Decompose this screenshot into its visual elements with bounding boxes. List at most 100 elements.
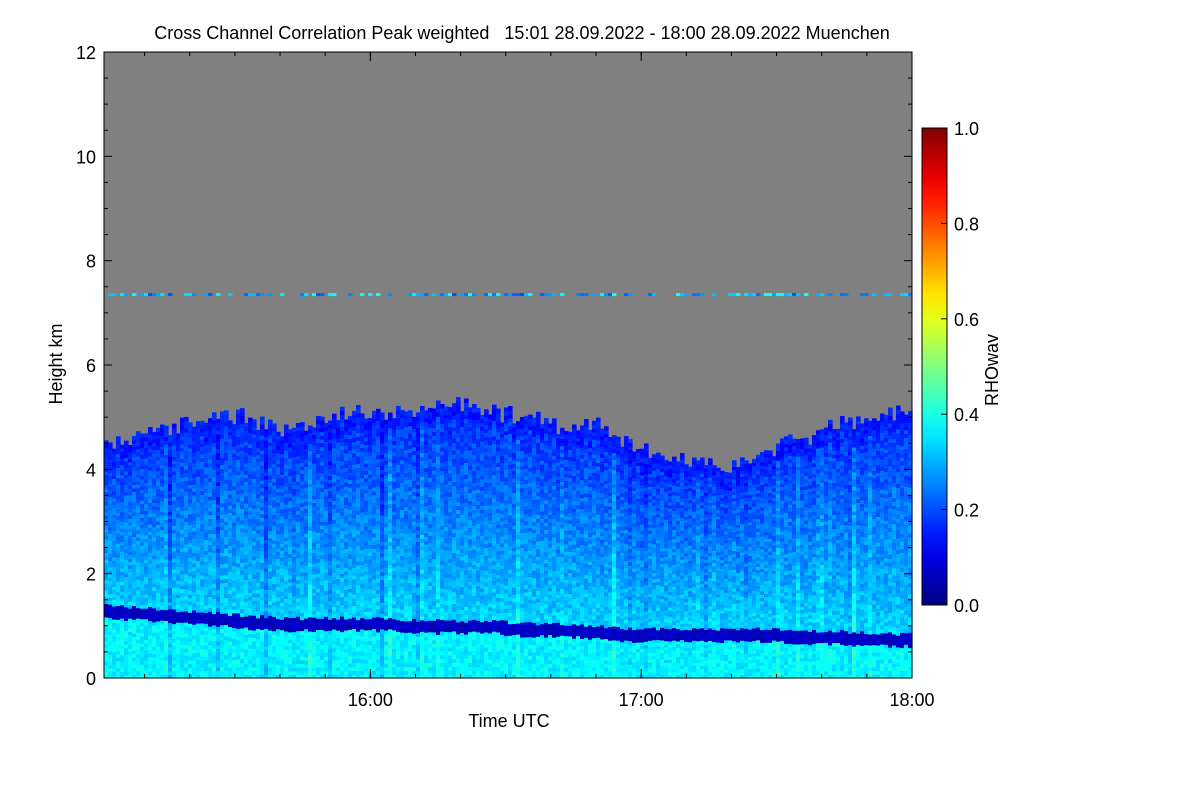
heatmap-cell [116, 488, 121, 493]
heatmap-cell [280, 615, 285, 620]
heatmap-cell [232, 536, 237, 541]
heatmap-cell [108, 671, 113, 676]
heatmap-cell [292, 674, 297, 679]
heatmap-cell [120, 631, 125, 636]
heatmap-cell [296, 626, 301, 632]
heatmap-cell [272, 441, 277, 446]
heatmap-cell [360, 417, 365, 422]
heatmap-cell [208, 533, 213, 538]
heatmap-cell [188, 458, 193, 464]
heatmap-cell [236, 670, 241, 675]
heatmap-cell [116, 443, 121, 448]
heatmap-cell [364, 544, 369, 549]
heatmap-cell [312, 509, 317, 514]
heatmap-cell [216, 626, 221, 631]
heatmap-cell [352, 563, 357, 568]
heatmap-cell [224, 647, 229, 652]
heatmap-cell [236, 478, 241, 483]
heatmap-cell [172, 656, 177, 661]
heatmap-cell [348, 603, 353, 608]
heatmap-cell [376, 601, 381, 606]
heatmap-cell [332, 610, 337, 615]
heatmap-cell [128, 634, 133, 639]
heatmap-cell [240, 624, 245, 629]
heatmap-cell [112, 451, 117, 456]
heatmap-cell [272, 510, 277, 516]
heatmap-cell [228, 622, 233, 628]
heatmap-cell [332, 625, 337, 630]
heatmap-cell [108, 516, 113, 521]
heatmap-cell [304, 610, 309, 616]
heatmap-cell [188, 509, 193, 515]
heatmap-cell [128, 641, 133, 646]
heatmap-cell [324, 484, 329, 490]
heatmap-cell [352, 468, 357, 473]
heatmap-cell [156, 445, 161, 450]
heatmap-cell [240, 539, 245, 544]
heatmap-cell [308, 439, 313, 445]
heatmap-cell [252, 607, 257, 613]
heatmap-cell [260, 468, 265, 474]
heatmap-cell [380, 412, 385, 417]
heatmap-cell [324, 612, 329, 617]
heatmap-cell [300, 466, 305, 471]
heatmap-cell [168, 490, 173, 495]
heatmap-cell [384, 607, 389, 613]
heatmap-cell [108, 627, 113, 632]
heatmap-cell [268, 607, 273, 613]
heatmap-cell [120, 538, 125, 542]
heatmap-cell [356, 514, 361, 519]
heatmap-cell [324, 652, 329, 657]
heatmap-cell [196, 637, 201, 642]
heatmap-cell [344, 533, 349, 539]
heatmap-cell [116, 450, 121, 455]
heatmap-cell [140, 674, 145, 679]
heatmap-cell [192, 606, 197, 611]
heatmap-cell [232, 601, 237, 607]
heatmap-cell [152, 604, 157, 609]
heatmap-cell [160, 529, 165, 534]
heatmap-cell [180, 447, 185, 452]
heatmap-cell [332, 549, 337, 554]
heatmap-cell [284, 649, 289, 654]
heatmap-cell [344, 563, 349, 568]
heatmap-cell [220, 605, 225, 611]
heatmap-cell [204, 532, 209, 537]
heatmap-cell [196, 421, 201, 426]
heatmap-cell [340, 670, 345, 675]
heatmap-cell [364, 470, 369, 475]
heatmap-cell [288, 443, 293, 448]
heatmap-cell [300, 480, 305, 485]
heatmap-cell [340, 519, 345, 524]
heatmap-cell [136, 628, 141, 633]
heatmap-cell [236, 524, 241, 530]
heatmap-cell [324, 437, 329, 442]
heatmap-cell [360, 534, 365, 539]
heatmap-cell [180, 640, 185, 646]
heatmap-cell [320, 465, 325, 470]
heatmap-cell [356, 440, 361, 445]
heatmap-cell [328, 479, 333, 484]
heatmap-cell [320, 633, 325, 638]
heatmap-cell [360, 606, 365, 611]
heatmap-cell [256, 529, 261, 534]
heatmap-cell [108, 661, 113, 666]
heatmap-cell [360, 470, 365, 475]
heatmap-cell [284, 507, 289, 513]
heatmap-cell [248, 596, 253, 601]
heatmap-cell [252, 655, 257, 661]
heatmap-cell [108, 573, 113, 578]
heatmap-cell [384, 500, 389, 506]
heatmap-cell [320, 551, 325, 556]
heatmap-cell [172, 518, 177, 523]
heatmap-cell [144, 454, 149, 459]
heatmap-cell [164, 638, 169, 643]
heatmap-cell [276, 466, 281, 472]
heatmap-cell [184, 577, 189, 582]
heatmap-cell [344, 567, 349, 572]
heatmap-cell [120, 548, 125, 552]
heatmap-cell [352, 578, 357, 584]
heatmap-cell [244, 495, 249, 501]
heatmap-cell [216, 459, 221, 464]
heatmap-cell [288, 478, 293, 484]
